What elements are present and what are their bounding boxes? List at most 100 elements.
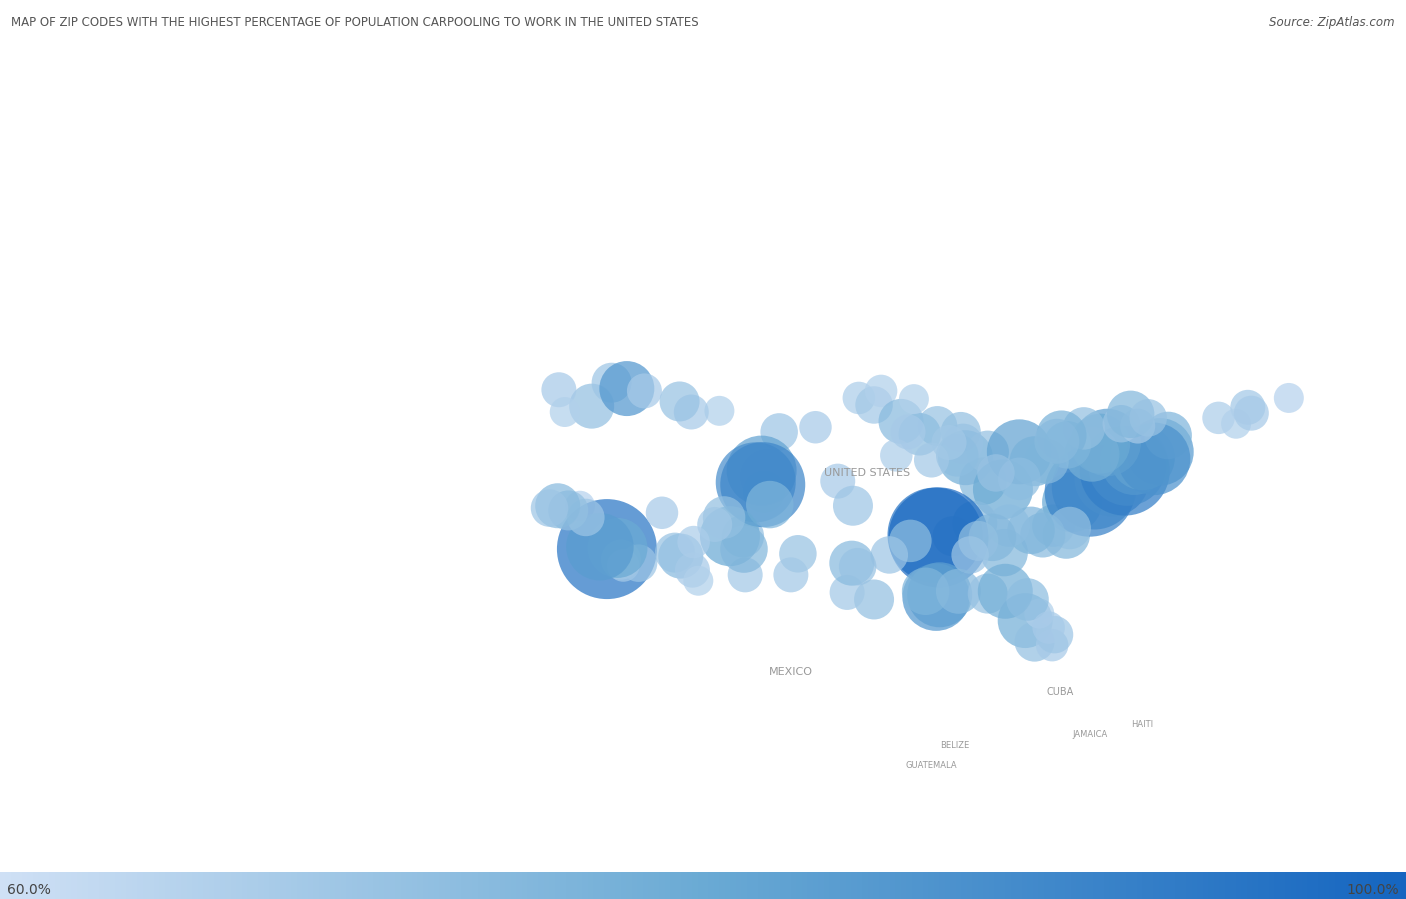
Point [1056,438,1078,452]
Point [1043,628,1066,642]
Point [538,501,561,515]
Point [981,530,1004,545]
Point [998,519,1021,533]
Point [633,384,655,398]
Point [713,511,735,525]
Point [554,405,576,419]
Point [575,511,598,525]
Point [1040,638,1063,653]
Point [669,549,692,564]
Point [610,553,633,567]
Point [1017,592,1039,607]
Point [963,516,986,530]
Point [596,542,619,556]
Point [1062,495,1084,510]
Point [1008,472,1031,486]
Point [1008,445,1031,459]
Point [908,427,931,441]
Point [627,556,650,570]
Point [780,567,803,582]
Point [688,574,710,588]
Point [1024,454,1046,468]
Point [914,584,936,599]
Point [569,499,592,513]
Point [682,563,704,577]
Point [924,528,946,542]
Point [897,424,920,439]
Point [616,381,638,396]
Point [1028,606,1050,620]
Point [1208,411,1230,425]
Point [756,469,779,484]
Point [752,477,775,492]
Point [863,397,886,412]
Point [1032,528,1054,542]
Point [703,517,725,531]
Point [948,584,970,599]
Point [946,449,969,463]
Point [977,586,1000,601]
Point [768,424,790,439]
Point [993,546,1015,560]
Point [1081,447,1104,461]
Point [1042,519,1064,533]
Point [977,445,1000,459]
Point [1097,435,1119,450]
Point [718,529,741,543]
Point [752,485,775,499]
Point [928,530,950,545]
Point [1137,411,1160,425]
Point [734,567,756,582]
Point [733,542,755,556]
Point [1116,460,1139,475]
Point [1038,620,1060,635]
Text: MAP OF ZIP CODES WITH THE HIGHEST PERCENTAGE OF POPULATION CARPOOLING TO WORK IN: MAP OF ZIP CODES WITH THE HIGHEST PERCEN… [11,16,699,29]
Text: CUBA: CUBA [1046,687,1074,697]
Text: GUATEMALA: GUATEMALA [905,761,957,770]
Point [938,435,960,450]
Point [984,466,1007,480]
Point [804,420,827,434]
Point [967,534,990,548]
Point [1024,635,1046,649]
Text: UNITED STATES: UNITED STATES [824,468,910,478]
Point [681,405,703,419]
Point [959,547,981,562]
Point [1149,445,1171,459]
Point [751,463,773,477]
Point [759,497,782,512]
Point [1090,436,1112,450]
Point [612,558,634,573]
Point [863,592,886,607]
Point [1014,613,1036,628]
Point [1126,419,1149,433]
Point [1278,391,1301,405]
Point [1143,451,1166,466]
Point [1050,428,1073,442]
Point [1130,450,1153,465]
Point [745,475,768,489]
Point [682,535,704,549]
Point [1111,416,1133,431]
Point [1083,480,1105,494]
Point [600,376,623,390]
Point [890,414,912,429]
Point [581,399,603,414]
Point [1046,434,1069,449]
Point [589,539,612,554]
Text: 60.0%: 60.0% [7,883,51,896]
Point [835,585,858,600]
Point [1240,406,1263,421]
Point [1237,400,1260,414]
Point [879,547,901,562]
Point [1225,416,1247,431]
Point [1019,523,1042,538]
Point [1114,463,1136,477]
Point [925,590,948,604]
Point [848,391,870,405]
Point [955,450,977,465]
Point [1073,422,1095,436]
Point [1054,528,1077,542]
Point [668,395,690,409]
Point [886,449,908,463]
